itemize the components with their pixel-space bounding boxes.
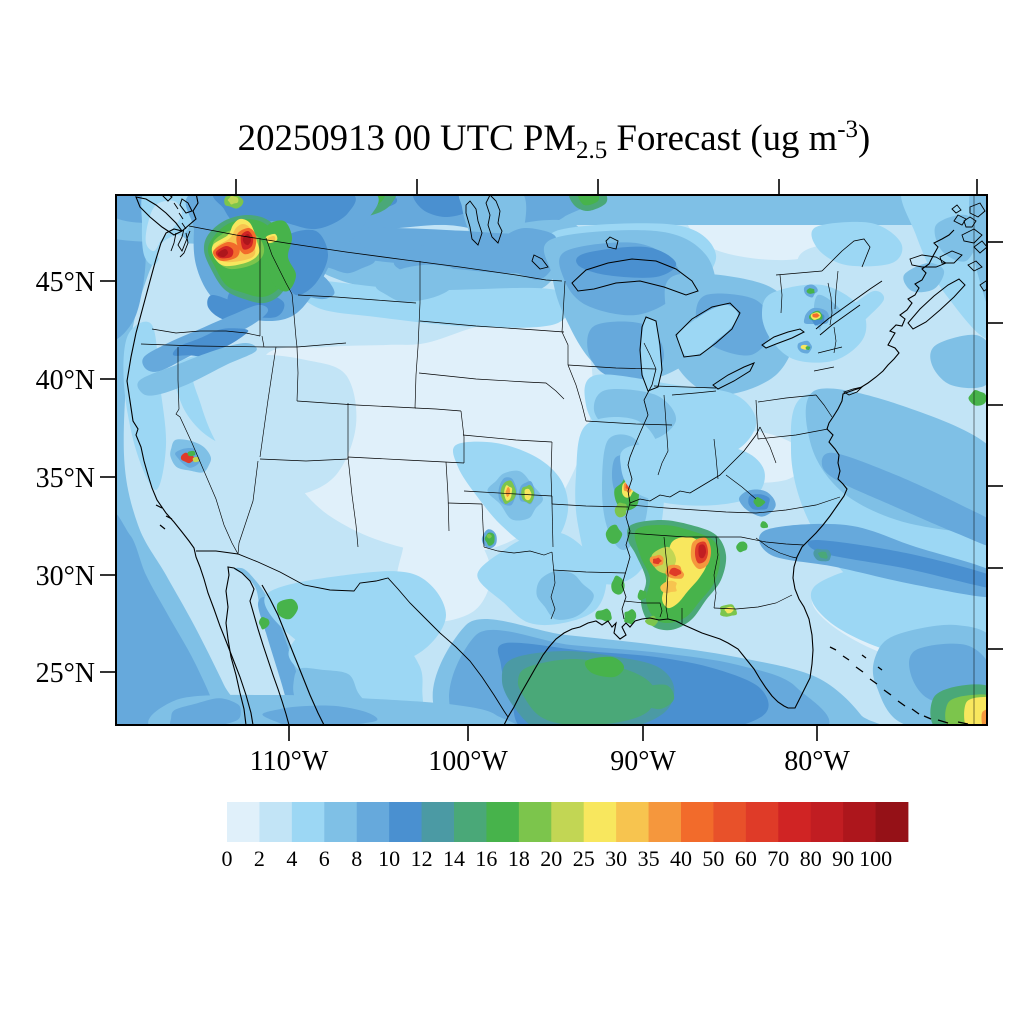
svg-text:18: 18: [508, 846, 530, 871]
svg-text:40°N: 40°N: [36, 365, 95, 396]
svg-text:12: 12: [411, 846, 433, 871]
svg-text:8: 8: [351, 846, 362, 871]
svg-text:100: 100: [859, 846, 892, 871]
svg-text:2: 2: [254, 846, 265, 871]
svg-text:4: 4: [286, 846, 297, 871]
svg-text:25: 25: [573, 846, 595, 871]
svg-text:90: 90: [832, 846, 854, 871]
svg-text:0: 0: [222, 846, 233, 871]
svg-text:35: 35: [638, 846, 660, 871]
svg-text:30: 30: [605, 846, 627, 871]
svg-text:6: 6: [319, 846, 330, 871]
svg-text:35°N: 35°N: [36, 463, 95, 494]
svg-text:14: 14: [443, 846, 465, 871]
svg-text:60: 60: [735, 846, 757, 871]
svg-text:80°W: 80°W: [784, 746, 850, 777]
svg-text:50: 50: [702, 846, 724, 871]
svg-text:25°N: 25°N: [36, 658, 95, 689]
svg-text:30°N: 30°N: [36, 561, 95, 592]
svg-text:90°W: 90°W: [610, 746, 676, 777]
svg-text:100°W: 100°W: [428, 746, 508, 777]
svg-text:20250913 00 UTC PM2.5 Forecast: 20250913 00 UTC PM2.5 Forecast (ug m-3): [238, 116, 871, 164]
svg-text:40: 40: [670, 846, 692, 871]
svg-text:110°W: 110°W: [250, 746, 329, 777]
svg-text:70: 70: [767, 846, 789, 871]
svg-text:80: 80: [800, 846, 822, 871]
svg-text:16: 16: [475, 846, 497, 871]
svg-text:20: 20: [540, 846, 562, 871]
svg-text:10: 10: [378, 846, 400, 871]
svg-text:45°N: 45°N: [36, 267, 95, 298]
